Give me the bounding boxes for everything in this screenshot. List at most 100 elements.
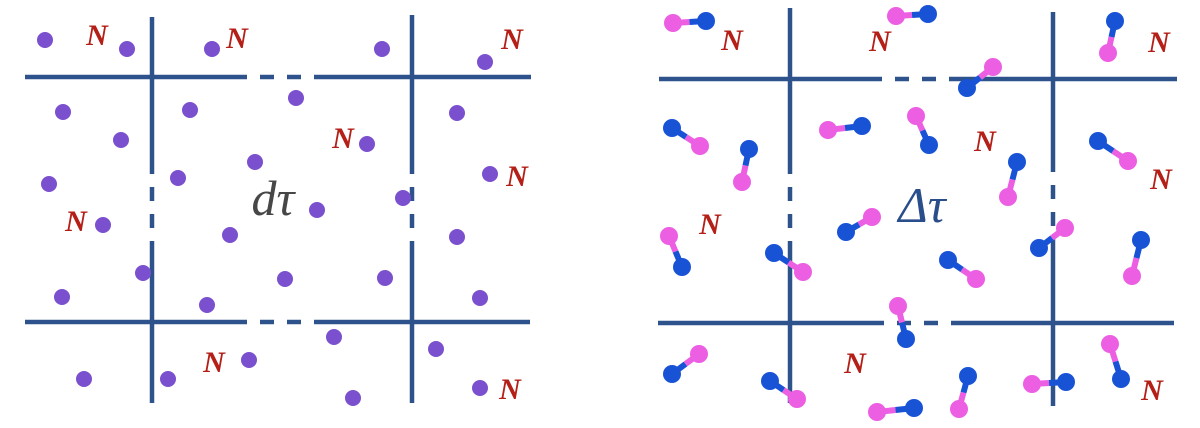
panel-right — [658, 5, 1177, 421]
pink-bead — [1023, 375, 1041, 393]
pink-bead — [889, 297, 907, 315]
particle-dot — [326, 329, 342, 345]
particle-pair — [663, 119, 709, 155]
particle-pair — [889, 297, 915, 348]
blue-bead — [1132, 231, 1150, 249]
n-count-label: N — [86, 19, 108, 52]
particle-dot — [477, 54, 493, 70]
blue-bead — [740, 140, 758, 158]
pink-bead — [1101, 335, 1119, 353]
particle-pair — [1101, 335, 1130, 388]
particle-pair — [837, 208, 881, 241]
blue-bead — [959, 367, 977, 385]
particle-pair — [868, 399, 923, 421]
blue-bead — [837, 223, 855, 241]
blue-bead — [897, 330, 915, 348]
particle-dot — [247, 154, 263, 170]
blue-bead — [697, 12, 715, 30]
particle-dot — [449, 105, 465, 121]
pink-bead — [794, 263, 812, 281]
particle-dot — [374, 41, 390, 57]
particle-pair — [664, 12, 715, 32]
particle-dot — [54, 289, 70, 305]
pink-bead — [863, 208, 881, 226]
particle-dot — [204, 41, 220, 57]
particle-pair — [1123, 231, 1150, 285]
n-count-label: N — [501, 23, 523, 56]
pink-bead — [690, 345, 708, 363]
particle-dot — [113, 132, 129, 148]
particle-dot — [377, 270, 393, 286]
pink-bead — [1056, 219, 1074, 237]
pink-bead — [1123, 267, 1141, 285]
left-panel-timestep-label: dτ — [251, 170, 295, 226]
blue-bead — [919, 5, 937, 23]
n-count-label: N — [869, 25, 891, 58]
particle-pair — [939, 251, 985, 288]
particle-dot — [288, 90, 304, 106]
particle-dot — [428, 341, 444, 357]
particle-pair — [887, 5, 937, 25]
particle-dot — [472, 380, 488, 396]
n-count-label: N — [506, 160, 528, 193]
particle-dot — [199, 297, 215, 313]
blue-bead — [958, 79, 976, 97]
n-count-label: N — [974, 125, 996, 158]
panel-left — [25, 15, 531, 406]
pink-bead — [733, 173, 751, 191]
particle-dot — [41, 176, 57, 192]
pink-bead — [907, 107, 925, 125]
pink-bead — [984, 58, 1002, 76]
pink-bead — [950, 400, 968, 418]
particle-pair — [1099, 12, 1124, 62]
pink-bead — [691, 137, 709, 155]
particle-dot — [37, 32, 53, 48]
blue-bead — [1106, 12, 1124, 30]
n-count-label: N — [1148, 26, 1170, 59]
particle-pair — [907, 107, 938, 154]
particle-dot — [55, 104, 71, 120]
blue-bead — [1008, 153, 1026, 171]
particle-dot — [449, 229, 465, 245]
particle-pair — [819, 117, 871, 139]
particle-pair — [765, 244, 812, 281]
particle-pair — [1023, 373, 1075, 393]
particle-pair — [660, 227, 691, 276]
pink-bead — [1119, 152, 1137, 170]
particle-dot — [241, 352, 257, 368]
particle-dot — [160, 371, 176, 387]
particle-pair — [950, 367, 977, 418]
particle-pair — [958, 58, 1002, 97]
blue-bead — [1030, 239, 1048, 257]
particle-dot — [345, 390, 361, 406]
particle-dot — [222, 227, 238, 243]
particle-pair — [1030, 219, 1074, 257]
n-count-label: N — [844, 347, 866, 380]
particle-dot — [119, 41, 135, 57]
pink-bead — [868, 403, 886, 421]
blue-bead — [939, 251, 957, 269]
blue-bead — [673, 258, 691, 276]
particle-dot — [359, 136, 375, 152]
pink-bead — [999, 188, 1017, 206]
particle-dot — [482, 166, 498, 182]
particle-dot — [76, 371, 92, 387]
blue-bead — [761, 372, 779, 390]
n-count-label: N — [699, 208, 721, 241]
particle-pair — [1089, 132, 1137, 170]
n-count-label: N — [499, 373, 521, 406]
pink-bead — [887, 7, 905, 25]
particle-dot — [95, 217, 111, 233]
pink-bead — [788, 390, 806, 408]
particle-dot — [395, 190, 411, 206]
pink-bead — [967, 270, 985, 288]
particle-pair — [761, 372, 806, 408]
particle-dot — [472, 290, 488, 306]
pink-bead — [660, 227, 678, 245]
particle-pair — [733, 140, 758, 191]
blue-bead — [920, 136, 938, 154]
blue-bead — [663, 119, 681, 137]
n-count-label: N — [65, 205, 87, 238]
particle-pair — [999, 153, 1026, 206]
